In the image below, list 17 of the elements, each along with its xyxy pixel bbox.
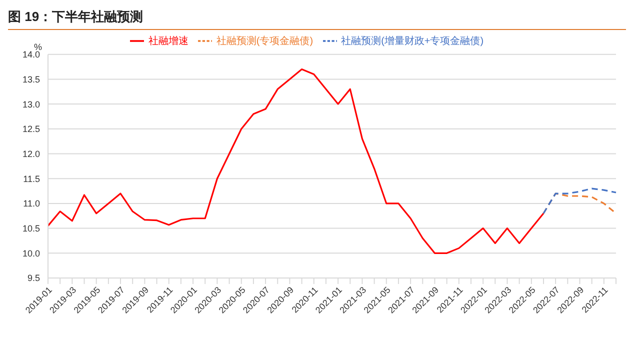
legend-label: 社融增速: [148, 36, 188, 47]
y-axis-title: %: [34, 42, 42, 52]
y-tick-label: 10.0: [22, 248, 40, 258]
line-series: [542, 188, 617, 214]
y-tick-label: 13.5: [22, 74, 40, 84]
y-tick-label: 11.5: [23, 174, 40, 184]
y-tick-label: 9.5: [27, 273, 40, 284]
y-tick-label: 14.0: [22, 50, 40, 60]
chart-title: 图 19：下半年社融预测: [8, 8, 626, 30]
line-series: [47, 68, 544, 254]
y-tick-label: 12.5: [22, 124, 40, 134]
y-tick-label: 11.0: [23, 198, 40, 209]
legend-label: 社融预测(增量财政+专项金融债): [341, 36, 484, 47]
y-tick-label: 13.0: [22, 99, 40, 110]
y-tick-label: 10.5: [22, 223, 40, 234]
y-tick-label: 12.0: [22, 148, 40, 159]
legend-label: 社融预测(专项金融债): [216, 36, 314, 47]
